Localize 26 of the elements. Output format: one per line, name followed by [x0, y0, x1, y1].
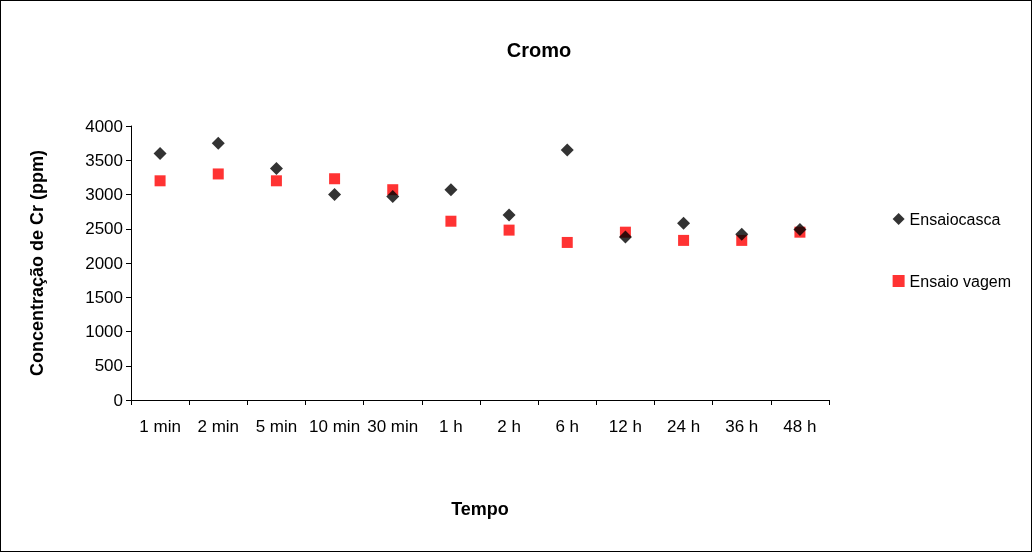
x-tick-label: 6 h [555, 416, 580, 436]
x-tick-label: 36 h [725, 416, 759, 436]
y-tick-label: 0 [113, 390, 123, 410]
y-tick-label: 1000 [85, 322, 123, 341]
x-axis-title: Tempo [451, 499, 509, 519]
y-tick-label: 500 [94, 356, 123, 376]
x-tick-label: 10 min [309, 416, 361, 436]
x-tick-label: 2 h [497, 416, 521, 436]
legend-label: Ensaio vagem [909, 272, 1011, 290]
y-tick-label: 1500 [85, 287, 123, 307]
x-tick-label: 48 h [783, 416, 817, 436]
x-tick-label: 1 min [139, 416, 181, 436]
y-tick-label: 4000 [85, 116, 123, 136]
y-tick-label: 3000 [85, 185, 123, 204]
x-tick-label: 1 h [439, 416, 463, 436]
x-tick-label: 5 min [255, 416, 298, 436]
x-tick-label: 24 h [667, 416, 701, 436]
y-tick-label: 2000 [85, 253, 123, 273]
x-tick-label: 2 min [197, 416, 240, 436]
legend-label: Ensaiocasca [909, 210, 1001, 228]
y-axis-title: Concentração de Cr (ppm) [27, 149, 47, 377]
x-tick-label: 12 h [608, 416, 642, 436]
y-tick-label: 2500 [85, 219, 123, 239]
y-tick-label: 3500 [85, 150, 123, 170]
chart-title: Cromo [506, 39, 572, 61]
x-tick-label: 30 min [367, 416, 419, 436]
